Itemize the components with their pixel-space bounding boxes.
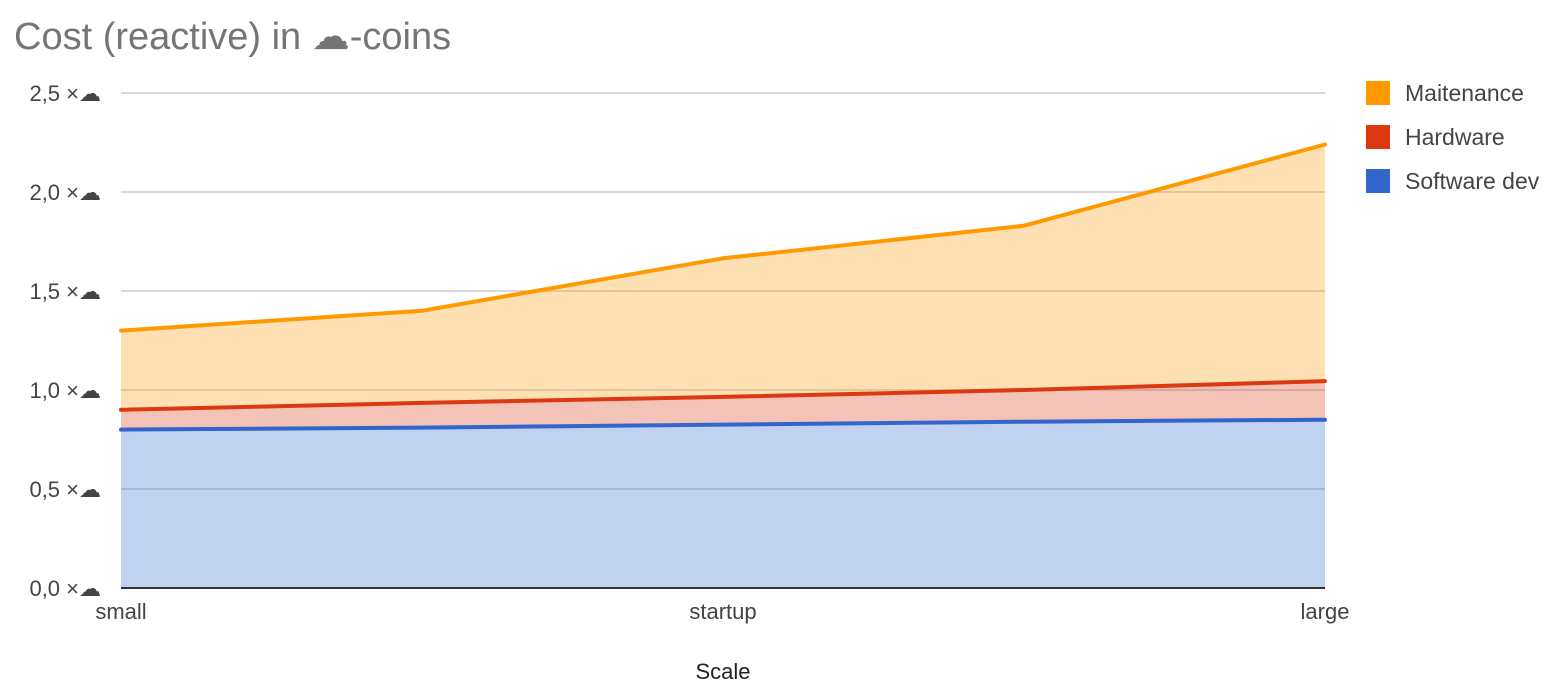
chart-title: Cost (reactive) in ☁-coins bbox=[14, 16, 451, 58]
legend: Maitenance Hardware Software dev bbox=[1366, 80, 1540, 194]
axis-layer: 0,0 ×☁ 0,5 ×☁ 1,0 ×☁ 1,5 ×☁ 2,0 ×☁ 2,5 ×☁ smal… bbox=[29, 81, 1349, 624]
legend-swatch bbox=[1366, 125, 1390, 149]
y-tick-label: 2,5 ×☁ bbox=[29, 81, 101, 106]
y-tick-label: 0,0 ×☁ bbox=[29, 576, 101, 601]
area-maitenance bbox=[121, 144, 1325, 410]
y-tick-label: 0,5 ×☁ bbox=[29, 477, 101, 502]
legend-label: Maitenance bbox=[1405, 80, 1524, 106]
grid-layer bbox=[121, 92, 1325, 490]
y-tick-label: 2,0 ×☁ bbox=[29, 180, 101, 205]
area-layer bbox=[121, 144, 1325, 588]
line-software-dev bbox=[119, 417, 1327, 432]
y-tick-label: 1,5 ×☁ bbox=[29, 279, 101, 304]
x-axis-title: Scale bbox=[695, 659, 750, 684]
line-hardware bbox=[119, 379, 1327, 412]
legend-swatch bbox=[1366, 81, 1390, 105]
area-hardware bbox=[121, 381, 1325, 430]
x-tick-label: startup bbox=[689, 599, 756, 624]
line-maitenance bbox=[119, 142, 1327, 333]
line-layer bbox=[119, 142, 1327, 432]
x-tick-label: large bbox=[1301, 599, 1350, 624]
x-tick-label: small bbox=[95, 599, 146, 624]
legend-swatch bbox=[1366, 169, 1390, 193]
legend-label: Hardware bbox=[1405, 124, 1505, 150]
y-tick-label: 1,0 ×☁ bbox=[29, 378, 101, 403]
area-software-dev bbox=[121, 419, 1325, 588]
legend-label: Software dev bbox=[1405, 168, 1540, 194]
